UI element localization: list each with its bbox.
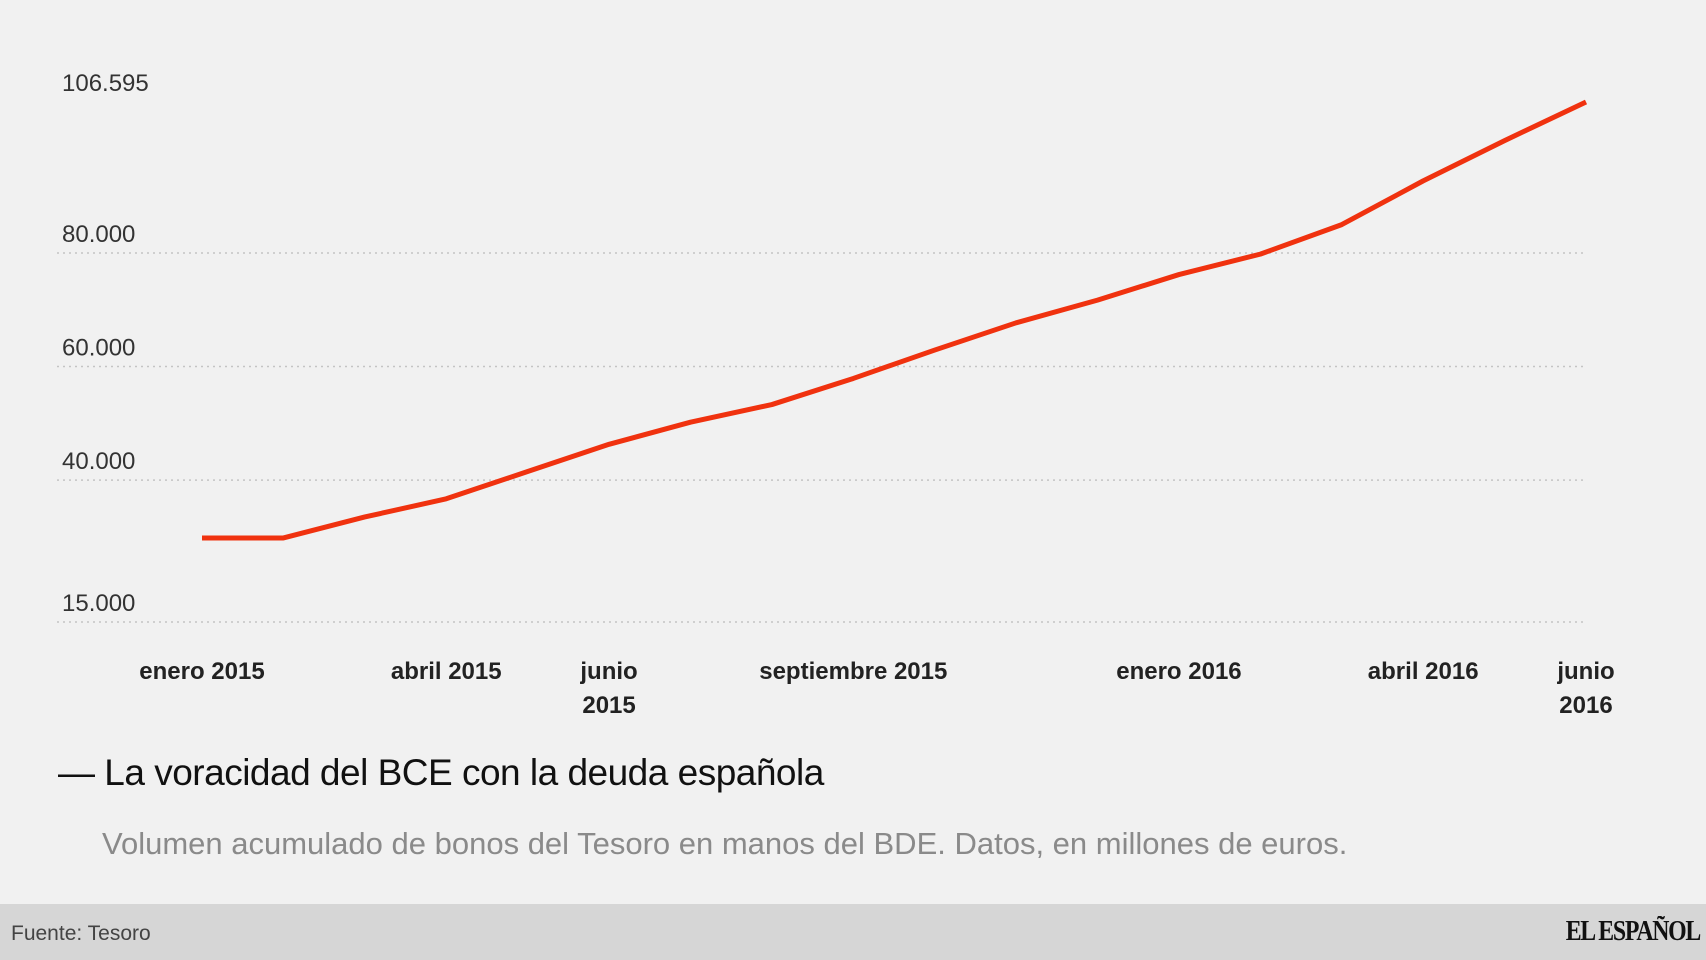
series-line: [202, 99, 1588, 541]
y-tick-label: 80.000: [62, 221, 135, 248]
el-espanol-logo: EL ESPAÑOL: [1565, 916, 1702, 947]
x-tick-label: 2015: [582, 692, 635, 719]
chart-subtitle: Volumen acumulado de bonos del Tesoro en…: [102, 826, 1348, 861]
y-tick-label: 40.000: [62, 448, 135, 475]
x-tick-label: junio: [579, 658, 637, 685]
x-tick-label: 2016: [1559, 692, 1612, 719]
x-tick-label: enero 2015: [139, 658, 264, 685]
x-tick-label: abril 2016: [1368, 658, 1479, 685]
chart-title: — La voracidad del BCE con la deuda espa…: [58, 752, 824, 794]
line-chart: 15.000 40.000 60.000 80.000 106.595 enero 201…: [57, 70, 1615, 719]
x-tick-label: enero 2016: [1116, 658, 1241, 685]
y-tick-label: 106.595: [62, 70, 149, 97]
x-tick-label: junio: [1556, 658, 1614, 685]
y-tick-label: 60.000: [62, 335, 135, 362]
footer-bar: Fuente: Tesoro EL ESPAÑOL: [0, 904, 1706, 960]
x-tick-label: septiembre 2015: [759, 658, 947, 685]
source-note: Fuente: Tesoro: [11, 922, 151, 945]
x-tick-label: abril 2015: [391, 658, 502, 685]
title-text: La voracidad del BCE con la deuda españo…: [104, 752, 824, 793]
y-tick-label: 15.000: [62, 590, 135, 617]
title-dash: —: [58, 752, 95, 793]
